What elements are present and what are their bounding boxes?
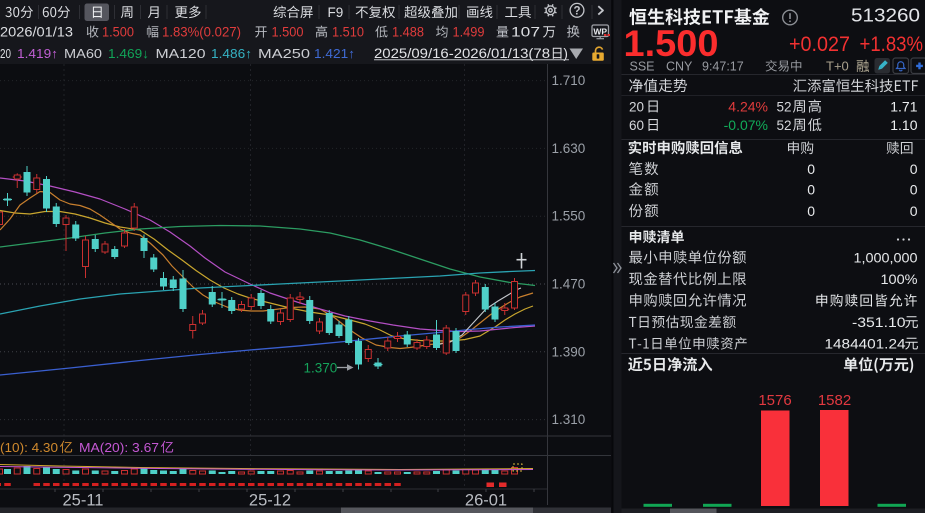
svg-text:1.710: 1.710	[552, 73, 586, 88]
svg-text:1.310: 1.310	[552, 412, 586, 427]
svg-text:-0.07%: -0.07%	[724, 117, 768, 133]
svg-text:?: ?	[573, 6, 580, 18]
svg-text:0: 0	[910, 182, 918, 198]
svg-text:WP: WP	[593, 27, 607, 37]
svg-text:1.390: 1.390	[552, 344, 586, 359]
svg-text:2026/01/13: 2026/01/13	[0, 24, 73, 40]
svg-text:1.419↑: 1.419↑	[17, 46, 58, 61]
svg-text:MA60: MA60	[64, 46, 102, 61]
svg-text:1.630: 1.630	[552, 141, 586, 156]
svg-text:100%: 100%	[881, 271, 918, 287]
svg-text:MA120: MA120	[156, 46, 206, 61]
svg-text:60: 60	[629, 118, 644, 133]
svg-text:0: 0	[910, 203, 918, 219]
svg-text:0: 0	[807, 161, 815, 177]
svg-text:1.83%(0.027): 1.83%(0.027)	[162, 25, 241, 40]
svg-text:0: 0	[807, 203, 815, 219]
svg-text:1.500: 1.500	[624, 23, 719, 64]
svg-text:0: 0	[807, 182, 815, 198]
svg-text:20: 20	[629, 100, 644, 115]
svg-text:0: 0	[910, 161, 918, 177]
svg-text:1.486↑: 1.486↑	[211, 46, 252, 61]
svg-text:107: 107	[511, 25, 540, 40]
svg-text:1.550: 1.550	[552, 209, 586, 224]
svg-text:26-01: 26-01	[465, 492, 507, 510]
svg-text:1.510: 1.510	[332, 25, 364, 40]
svg-text:52: 52	[777, 118, 792, 133]
svg-text:25-11: 25-11	[63, 492, 104, 510]
svg-text:52: 52	[777, 100, 792, 115]
svg-text:1,000,000: 1,000,000	[854, 250, 918, 266]
svg-text:1.421↑: 1.421↑	[314, 46, 355, 61]
svg-text:MA250: MA250	[258, 46, 310, 61]
svg-text:1484401.24: 1484401.24	[825, 336, 906, 352]
svg-text:1.71: 1.71	[890, 99, 917, 115]
svg-text:F9: F9	[328, 5, 344, 20]
svg-text:4.24%: 4.24%	[728, 99, 768, 115]
svg-text:SSE: SSE	[630, 60, 655, 74]
svg-text:T+0: T+0	[826, 59, 849, 74]
svg-text:1.10: 1.10	[890, 117, 917, 133]
svg-text:25-12: 25-12	[249, 492, 291, 510]
svg-text:2025/09/16-2026/01/13(78: 2025/09/16-2026/01/13(78	[374, 46, 550, 61]
svg-text:20: 20	[0, 46, 11, 61]
svg-text:1.370: 1.370	[304, 361, 338, 376]
svg-text:1.488: 1.488	[392, 25, 424, 40]
svg-text:-351.10: -351.10	[852, 314, 906, 330]
svg-text:1.500: 1.500	[272, 25, 304, 40]
svg-text:+1.83%: +1.83%	[860, 32, 924, 56]
svg-text:9:47:17: 9:47:17	[702, 60, 744, 74]
svg-text:): )	[563, 46, 568, 61]
svg-text:+0.027: +0.027	[789, 32, 850, 56]
svg-text:1.470: 1.470	[552, 277, 586, 292]
svg-text:1.499: 1.499	[453, 25, 485, 40]
svg-text:(10): 4.30: (10): 4.30	[0, 440, 58, 455]
svg-text:513260: 513260	[851, 6, 920, 26]
svg-text:1582: 1582	[818, 392, 851, 409]
svg-text:CNY: CNY	[666, 60, 693, 74]
svg-text:1.469↓: 1.469↓	[108, 46, 149, 61]
svg-text:1.500: 1.500	[102, 25, 134, 40]
svg-text:MA(20): 3.67: MA(20): 3.67	[79, 440, 159, 455]
svg-text:1576: 1576	[758, 392, 791, 409]
